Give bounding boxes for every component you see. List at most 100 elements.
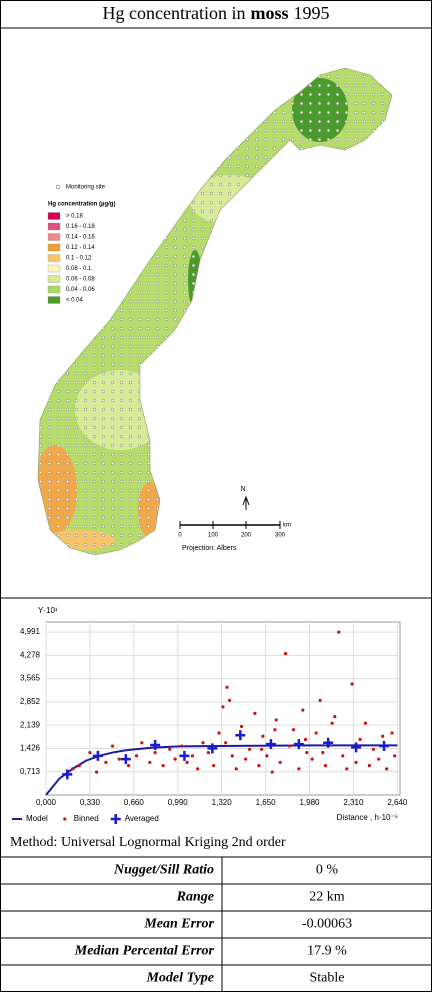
x-tick-label: 0,660 — [124, 798, 145, 807]
binned-point — [240, 724, 244, 729]
legend-swatch — [47, 264, 61, 273]
legend-swatch — [47, 285, 61, 294]
binned-point — [221, 705, 225, 709]
averaged-point — [235, 730, 246, 741]
binned-point — [148, 760, 152, 764]
legend-swatch — [47, 254, 61, 262]
title-start: Hg concentration in — [103, 3, 246, 23]
x-tick-label: 2,310 — [343, 798, 364, 807]
binned-point — [230, 754, 234, 758]
row-value: Stable — [310, 971, 345, 986]
x-tick-label: 0,990 — [168, 798, 189, 807]
binned-point — [301, 708, 305, 712]
y-tick-label: 4,278 — [20, 650, 41, 659]
row-value: 0 % — [316, 863, 339, 878]
binned-point — [287, 744, 292, 748]
legend-label: Model — [26, 814, 48, 823]
binned-point — [224, 741, 228, 745]
row-label: Median Percental Error — [74, 944, 215, 959]
chart: 0,713 1,426 2,139 2,852 3,565 4,278 4,991 0,000… — [12, 606, 408, 824]
binned-point — [323, 764, 328, 768]
projection: Projection: Albers — [182, 545, 237, 552]
binned-point — [321, 750, 325, 755]
binned-point — [217, 731, 221, 735]
map-legend: > 0.18 0.16 - 0.18 0.14 - 0.16 0.12 - 0.14 0… — [47, 212, 95, 304]
title-bold: moss — [250, 3, 288, 23]
binned-point — [283, 652, 288, 656]
averaged-point — [179, 750, 190, 761]
x-tick-label: 1,980 — [299, 798, 320, 807]
scale-unit: km — [283, 523, 291, 529]
table: Nugget/Sill Ratio 0 % Range 22 km Mean Error… — [0, 856, 432, 992]
binned-point — [261, 734, 265, 738]
legend-label: Averaged — [125, 814, 159, 823]
binned-point — [358, 737, 362, 742]
legend-label: < 0.04 — [66, 298, 84, 304]
y-tick-label: 2,852 — [20, 697, 41, 706]
binned-point — [140, 741, 144, 745]
binned-point — [371, 747, 375, 751]
table-row — [0, 856, 432, 885]
binned-point — [354, 760, 358, 764]
x-tick-label: 2,640 — [387, 798, 408, 807]
binned-point — [168, 747, 172, 751]
binned-point — [153, 750, 157, 755]
binned-point — [161, 764, 165, 768]
row-label: Range — [176, 890, 214, 905]
title-cell — [0, 0, 432, 29]
binned-point — [201, 741, 205, 745]
binned-point — [88, 750, 92, 755]
binned-point — [180, 744, 184, 748]
binned-point — [273, 728, 277, 732]
averaged-point — [323, 737, 334, 748]
averaged-point — [207, 743, 218, 754]
binned-point — [305, 750, 309, 755]
binned-point — [126, 764, 131, 768]
table-row — [0, 910, 432, 939]
row-label: Mean Error — [143, 917, 214, 932]
table-row — [0, 964, 432, 992]
binned-point — [278, 760, 282, 764]
binned-point — [185, 760, 189, 764]
legend-label: 0.06 - 0.08 — [66, 277, 95, 283]
binned-point — [71, 767, 75, 771]
binned-point — [259, 747, 264, 751]
legend-label: 0.1 - 0.12 — [66, 256, 92, 262]
binned-point — [190, 754, 194, 758]
x-axis-label: Distance , h·10⁻⁵ — [337, 813, 398, 822]
y-axis-label: Y·10¹ — [38, 606, 58, 615]
title-end: 1995 — [293, 3, 329, 23]
legend-swatch — [47, 222, 61, 231]
table-row — [0, 883, 432, 912]
binned-point — [314, 731, 318, 735]
legend-label: 0.04 - 0.06 — [66, 287, 95, 293]
legend-label: 0.12 - 0.14 — [66, 245, 95, 251]
row-value: -0.00063 — [302, 917, 352, 932]
binned-point — [253, 711, 257, 715]
binned-point — [390, 731, 394, 735]
legend-dot — [63, 817, 67, 821]
binned-point — [363, 721, 367, 725]
binned-point — [257, 764, 261, 768]
x-tick-label: 1,650 — [256, 798, 277, 807]
row-value: 22 km — [309, 890, 345, 905]
row-value: 17.9 % — [307, 944, 347, 959]
scale-label: 0 — [178, 533, 182, 539]
binned-point — [212, 764, 216, 768]
binned-point — [270, 770, 274, 774]
binned-point — [234, 767, 238, 771]
legend-label: 0.16 - 0.18 — [66, 224, 95, 230]
binned-point — [385, 767, 389, 771]
x-tick-label: 1,320 — [212, 798, 233, 807]
legend-swatch — [47, 233, 61, 241]
scale-label: 200 — [241, 533, 252, 539]
binned-point — [228, 698, 232, 702]
binned-point — [110, 744, 115, 748]
binned-point — [333, 715, 337, 719]
binned-point — [117, 757, 121, 761]
averaged-point — [379, 741, 390, 752]
legend-label: > 0.18 — [66, 214, 84, 220]
row-label: Nugget/Sill Ratio — [113, 863, 214, 878]
binned-point — [297, 767, 301, 771]
